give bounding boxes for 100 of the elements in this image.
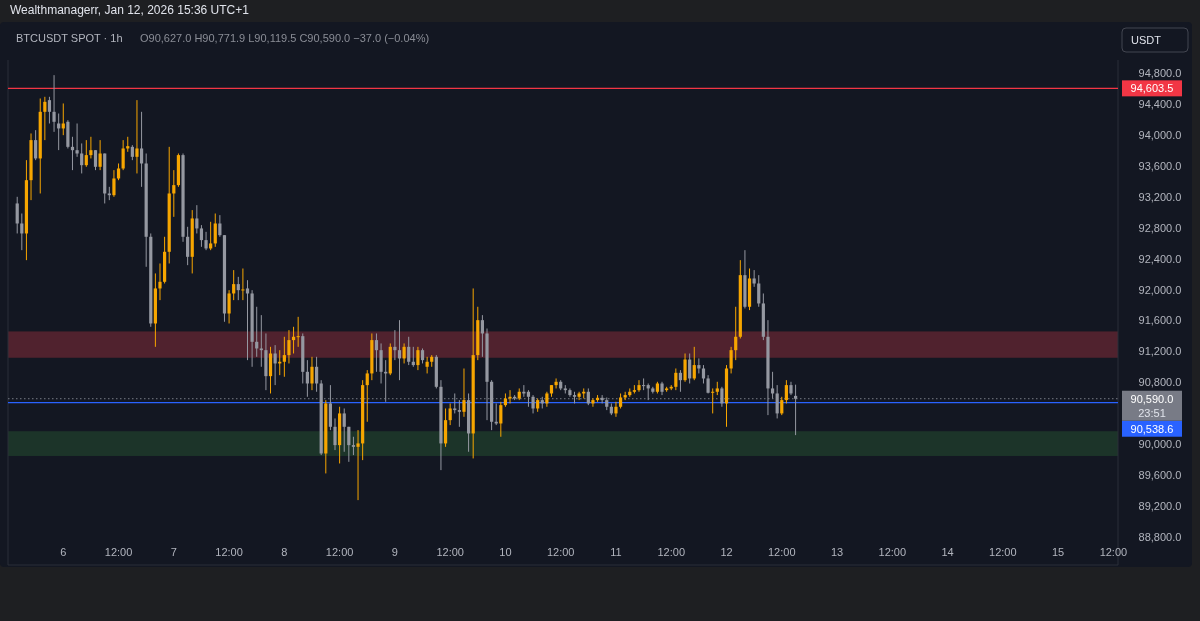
candlestick bbox=[374, 332, 379, 373]
candlestick bbox=[61, 102, 65, 136]
candlestick bbox=[52, 74, 56, 133]
candlestick bbox=[93, 149, 98, 171]
ref-line-label: 94,603.5 bbox=[1130, 82, 1174, 95]
candlestick bbox=[75, 122, 79, 158]
x-tick-label: 11 bbox=[610, 546, 622, 558]
candlestick bbox=[342, 407, 346, 453]
candlestick bbox=[402, 342, 406, 364]
candlestick bbox=[80, 142, 84, 174]
candlestick bbox=[282, 336, 286, 378]
candlestick bbox=[674, 367, 678, 391]
x-tick-label: 8 bbox=[281, 546, 288, 558]
candlestick bbox=[347, 426, 351, 463]
y-tick-label: 89,600.0 bbox=[1138, 469, 1182, 482]
candlestick bbox=[757, 274, 761, 308]
x-tick-label: 12:00 bbox=[657, 546, 685, 558]
chart-subtitle: O90,627.0 H90,771.9 L90,119.5 C90,590.0 −37.0 (−0.04%) bbox=[140, 32, 430, 44]
candlestick bbox=[397, 319, 402, 381]
candlestick bbox=[453, 392, 457, 414]
candlestick bbox=[462, 367, 466, 418]
x-tick-label: 10 bbox=[499, 546, 512, 558]
x-tick-label: 12 bbox=[720, 546, 733, 558]
y-tick-label: 88,800.0 bbox=[1138, 531, 1182, 544]
candlestick bbox=[84, 139, 88, 168]
y-tick-label: 94,000.0 bbox=[1138, 128, 1182, 141]
candlestick bbox=[121, 139, 125, 171]
candlestick bbox=[448, 402, 452, 426]
x-tick-label: 13 bbox=[830, 546, 844, 558]
candlestick bbox=[112, 169, 116, 198]
candlestick bbox=[642, 377, 646, 391]
candlestick bbox=[43, 96, 47, 141]
candlestick bbox=[241, 268, 245, 301]
candlestick bbox=[213, 213, 217, 248]
candlestick bbox=[365, 369, 369, 423]
candlestick bbox=[227, 289, 231, 324]
text: Wealthmanagerr, Jan 12, 2026 15:36 UTC+1 bbox=[10, 3, 250, 17]
candlestick bbox=[683, 352, 687, 383]
candlestick bbox=[443, 407, 448, 448]
candlestick bbox=[333, 417, 337, 451]
x-tick-label: 6 bbox=[60, 546, 67, 558]
x-tick-label: 14 bbox=[941, 546, 954, 558]
candlestick bbox=[729, 346, 733, 374]
x-tick-label: 12:00 bbox=[215, 546, 243, 558]
text: USDT bbox=[1131, 34, 1162, 46]
candlestick bbox=[637, 379, 641, 393]
candlestick bbox=[692, 346, 696, 381]
y-tick-label: 92,400.0 bbox=[1138, 252, 1182, 265]
candlestick bbox=[775, 384, 779, 419]
y-tick-label: 91,600.0 bbox=[1138, 314, 1182, 327]
candlestick bbox=[591, 398, 595, 408]
y-tick-label: 90,000.0 bbox=[1138, 438, 1182, 451]
candlestick bbox=[499, 401, 503, 438]
candlestick bbox=[784, 379, 788, 404]
candlestick bbox=[47, 96, 52, 124]
x-tick-label: 12:00 bbox=[325, 546, 354, 558]
candlestick bbox=[135, 99, 139, 174]
x-tick-label: 15 bbox=[1052, 546, 1065, 558]
x-tick-label: 12:00 bbox=[768, 546, 796, 558]
candlestick bbox=[425, 356, 429, 374]
candlestick bbox=[752, 269, 756, 288]
x-tick-label: 12:00 bbox=[436, 546, 464, 558]
y-tick-label: 91,200.0 bbox=[1138, 345, 1182, 358]
candlestick bbox=[89, 136, 93, 159]
candlestick bbox=[328, 384, 333, 431]
y-tick-label: 90,800.0 bbox=[1138, 376, 1182, 389]
y-tick-label: 93,200.0 bbox=[1138, 190, 1182, 203]
y-tick-label: 92,000.0 bbox=[1138, 283, 1182, 296]
candlestick bbox=[793, 384, 798, 436]
candlestick bbox=[356, 429, 360, 501]
chart-title: BTCUSDT SPOT · 1h bbox=[16, 32, 123, 44]
y-tick-label: 94,800.0 bbox=[1138, 67, 1182, 79]
candlestick bbox=[209, 221, 213, 251]
candlestick bbox=[186, 226, 190, 266]
candlestick bbox=[259, 314, 263, 368]
candlestick bbox=[379, 342, 383, 384]
candlestick bbox=[734, 306, 738, 361]
candlestick bbox=[34, 129, 38, 161]
x-tick-label: 12:00 bbox=[878, 546, 907, 558]
x-tick-label: 7 bbox=[170, 546, 177, 558]
candlestick bbox=[98, 139, 102, 171]
candlestick bbox=[416, 346, 420, 371]
candlestick bbox=[287, 329, 291, 364]
candlestick bbox=[195, 204, 199, 234]
ref-line-label: 90,538.6 bbox=[1130, 422, 1174, 435]
y-tick-label: 89,200.0 bbox=[1138, 500, 1182, 513]
candlestick bbox=[158, 262, 162, 301]
candlestick bbox=[314, 356, 319, 393]
candlestick bbox=[457, 399, 461, 428]
candlestick bbox=[218, 214, 222, 238]
candlestick bbox=[139, 111, 144, 188]
candlestick bbox=[204, 231, 208, 251]
text: 23:51 bbox=[1138, 406, 1166, 419]
y-tick-label: 92,800.0 bbox=[1138, 221, 1182, 234]
x-tick-label: 12:00 bbox=[989, 546, 1017, 558]
candlestick bbox=[268, 346, 273, 394]
candlestick bbox=[199, 224, 204, 248]
candlestick bbox=[15, 196, 19, 234]
x-tick-label: 12:00 bbox=[104, 546, 133, 558]
candlestick bbox=[568, 387, 572, 398]
